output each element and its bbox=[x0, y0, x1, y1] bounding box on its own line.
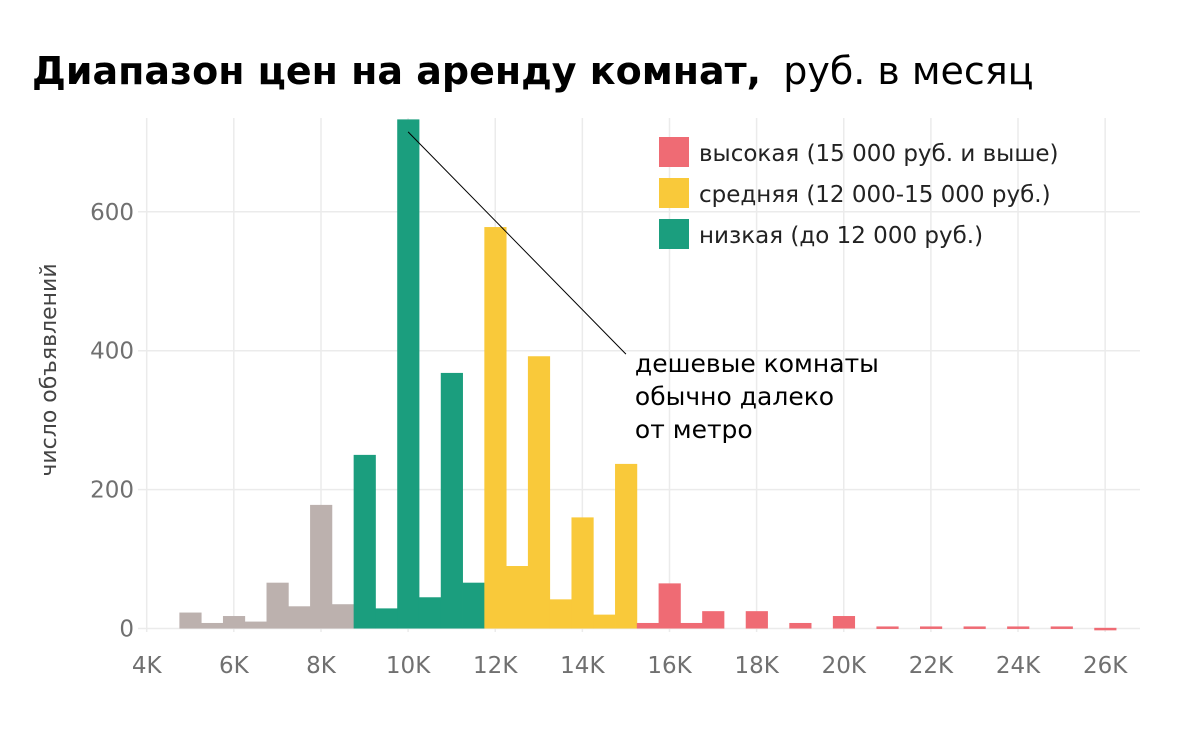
y-tick-label: 200 bbox=[90, 478, 134, 504]
histogram-bar-high bbox=[1094, 627, 1117, 631]
histogram-bar-high bbox=[919, 626, 943, 629]
histogram-bar-mid bbox=[593, 614, 616, 629]
x-tick-label: 18K bbox=[734, 653, 779, 679]
x-tick-label: 6K bbox=[219, 653, 250, 679]
histogram-bar-high bbox=[658, 583, 681, 629]
chart-title-normal: руб. в месяц bbox=[783, 49, 1033, 93]
histogram-bar-mid bbox=[571, 517, 594, 629]
y-tick-label: 0 bbox=[119, 617, 134, 643]
annotation-text-line: обычно далеко bbox=[635, 382, 834, 411]
annotation-text-line: дешевые комнаты bbox=[635, 349, 879, 378]
histogram-bar-mid bbox=[506, 566, 529, 629]
histogram-bar-low bbox=[440, 372, 463, 629]
histogram-bar-high bbox=[832, 616, 856, 629]
histogram-bar-other bbox=[266, 582, 289, 629]
x-tick-label: 24K bbox=[996, 653, 1041, 679]
annotation-text-line: от метро bbox=[635, 415, 753, 444]
legend: высокая (15 000 руб. и выше) средняя (12 … bbox=[659, 137, 1059, 249]
x-tick-label: 14K bbox=[560, 653, 605, 679]
legend-label: низкая (до 12 000 руб.) bbox=[699, 223, 983, 249]
legend-swatch bbox=[659, 137, 689, 167]
histogram-bar-high bbox=[1050, 626, 1073, 629]
annotation: дешевые комнаты обычно далеко от метро bbox=[407, 131, 879, 444]
legend-label: высокая (15 000 руб. и выше) bbox=[699, 141, 1059, 167]
legend-swatch bbox=[659, 219, 689, 249]
y-axis-title: число объявлений bbox=[37, 263, 62, 476]
histogram-bar-high bbox=[789, 622, 812, 629]
y-axis-ticks: 0 200 400 600 bbox=[90, 200, 134, 643]
x-tick-label: 26K bbox=[1083, 653, 1128, 679]
histogram-bar-high bbox=[745, 611, 768, 629]
histogram-bar-other bbox=[288, 606, 311, 629]
y-tick-label: 400 bbox=[90, 339, 134, 365]
chart-title-bold: Диапазон цен на аренду комнат, bbox=[32, 49, 761, 93]
histogram-bar-high bbox=[1007, 626, 1030, 629]
y-tick-label: 600 bbox=[90, 200, 134, 226]
histogram-bar-low bbox=[418, 597, 442, 629]
histogram-bar-high bbox=[680, 622, 703, 629]
x-tick-label: 8K bbox=[306, 653, 337, 679]
histogram-bar-mid bbox=[549, 599, 572, 629]
chart-title: Диапазон цен на аренду комнат, руб. в ме… bbox=[32, 49, 1034, 93]
x-tick-label: 10K bbox=[386, 653, 431, 679]
histogram-bar-mid bbox=[484, 227, 507, 629]
histogram-bar-high bbox=[876, 626, 899, 629]
x-tick-label: 22K bbox=[909, 653, 954, 679]
histogram-bar-other bbox=[222, 616, 246, 629]
histogram-bar-other bbox=[179, 612, 202, 629]
histogram-bar-other bbox=[244, 621, 267, 629]
legend-swatch bbox=[659, 178, 689, 208]
bars bbox=[179, 119, 1117, 631]
x-tick-label: 20K bbox=[822, 653, 867, 679]
histogram-bar-low bbox=[462, 582, 485, 629]
histogram-bar-high bbox=[963, 626, 986, 629]
histogram-bar-mid bbox=[615, 463, 638, 629]
histogram-bar-low bbox=[397, 119, 420, 629]
histogram-bar-high bbox=[702, 611, 725, 629]
x-axis-ticks: 4K 6K 8K 10K 12K 14K 16K 18K 20K 22K 24K 26K bbox=[132, 653, 1128, 679]
histogram-bar-low bbox=[375, 608, 398, 629]
annotation-pointer-line bbox=[407, 131, 627, 355]
x-tick-label: 16K bbox=[647, 653, 692, 679]
histogram-bar-other bbox=[201, 622, 224, 629]
histogram-bar-other bbox=[310, 504, 333, 629]
histogram-bar-mid bbox=[527, 356, 551, 629]
legend-label: средняя (12 000-15 000 руб.) bbox=[699, 182, 1051, 208]
histogram-bar-low bbox=[353, 454, 376, 629]
x-tick-label: 12K bbox=[473, 653, 518, 679]
histogram-bar-high bbox=[636, 622, 660, 629]
x-tick-label: 4K bbox=[132, 653, 163, 679]
histogram-bar-other bbox=[331, 604, 355, 629]
